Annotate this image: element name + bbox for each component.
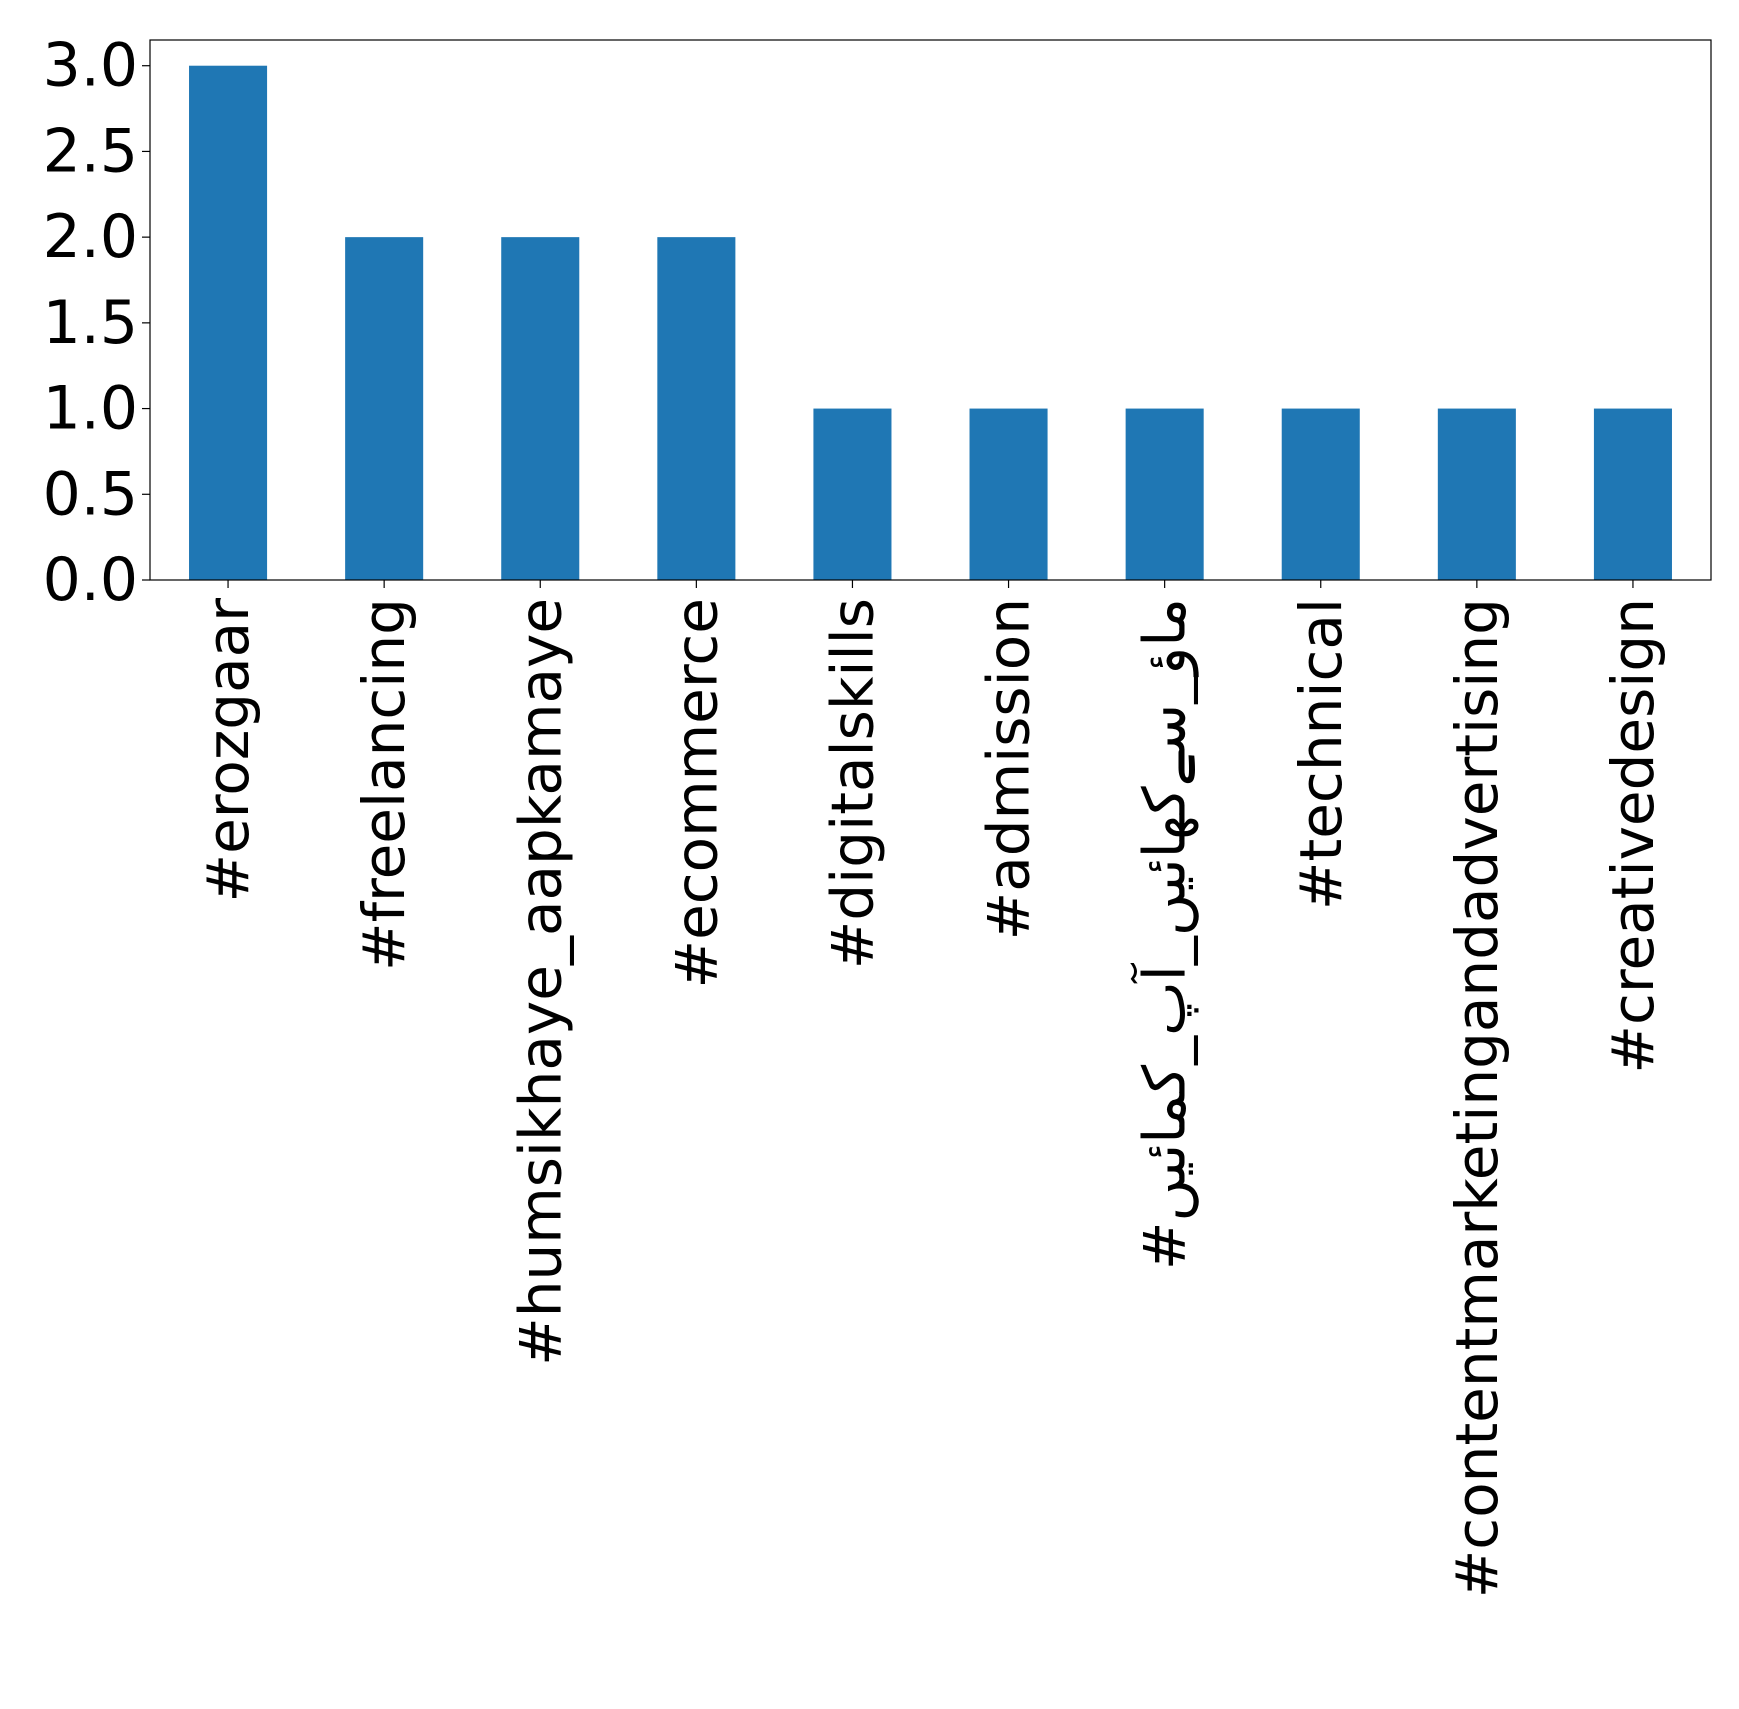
x-tick-label: #ماؤ_سےکھائیں_آپ_کمائیں (1130, 598, 1200, 1270)
bar-6 (969, 408, 1048, 580)
x-tick-label: #humsikhaye_aapkamaye (506, 598, 574, 1366)
bar-9 (1437, 408, 1516, 580)
y-tick-label: 2.0 (43, 202, 138, 272)
y-tick-label: 1.5 (43, 288, 138, 358)
y-tick-label: 3.0 (43, 31, 138, 101)
bar-1 (189, 65, 268, 580)
x-tick-label: #freelancing (350, 598, 418, 971)
x-tick-label: #ecommerce (662, 598, 730, 988)
x-tick-label: #erozgaar (194, 598, 262, 903)
plot-frame (149, 39, 1712, 581)
bar-4 (657, 237, 736, 580)
x-tick-label: #creativedesign (1599, 598, 1667, 1074)
y-axis-ticks: 0.0 0.5 1.0 1.5 2.0 2.5 3.0 (43, 31, 150, 615)
y-tick-label: 1.0 (43, 374, 138, 444)
bar-5 (813, 408, 892, 580)
x-axis-ticks: #erozgaar #freelancing #humsikhaye_aapkama… (194, 580, 1667, 1598)
x-tick-label: #technical (1287, 598, 1355, 910)
bar-10 (1593, 408, 1672, 580)
y-tick-label: 0.0 (43, 545, 138, 615)
bar-7 (1125, 408, 1204, 580)
axes-layer (149, 39, 1712, 581)
y-tick-label: 2.5 (43, 116, 138, 186)
x-tick-label: #contentmarketingandadvertising (1443, 598, 1511, 1598)
y-tick-label: 0.5 (43, 459, 138, 529)
bar-2 (345, 237, 424, 580)
bars-layer (189, 65, 1672, 580)
bar-3 (501, 237, 580, 580)
x-tick-label: #digitalskills (818, 598, 886, 969)
x-tick-label: #admission (975, 598, 1043, 940)
bar-8 (1281, 408, 1360, 580)
